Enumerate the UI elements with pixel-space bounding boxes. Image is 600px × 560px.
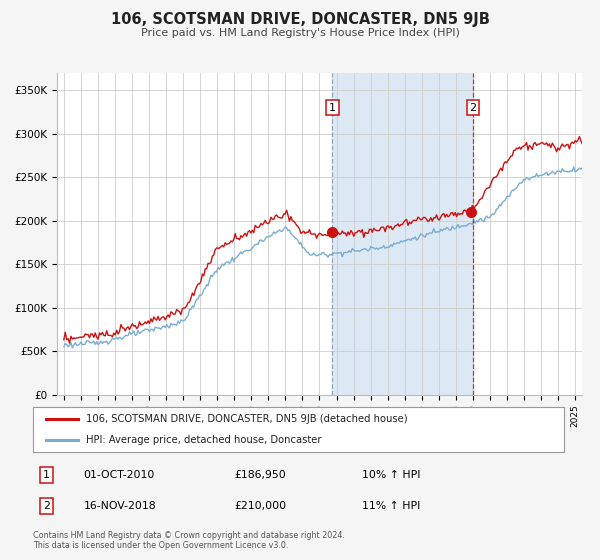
Text: 11% ↑ HPI: 11% ↑ HPI — [362, 501, 421, 511]
Text: 01-OCT-2010: 01-OCT-2010 — [83, 470, 155, 480]
Text: 1: 1 — [43, 470, 50, 480]
Text: 10% ↑ HPI: 10% ↑ HPI — [362, 470, 421, 480]
Text: 2: 2 — [43, 501, 50, 511]
Text: £210,000: £210,000 — [235, 501, 287, 511]
Text: 2: 2 — [469, 102, 476, 113]
Text: 106, SCOTSMAN DRIVE, DONCASTER, DN5 9JB: 106, SCOTSMAN DRIVE, DONCASTER, DN5 9JB — [110, 12, 490, 27]
Text: £186,950: £186,950 — [235, 470, 287, 480]
Text: Contains HM Land Registry data © Crown copyright and database right 2024.
This d: Contains HM Land Registry data © Crown c… — [33, 531, 345, 550]
Text: 16-NOV-2018: 16-NOV-2018 — [83, 501, 156, 511]
Text: 1: 1 — [329, 102, 336, 113]
Bar — [332, 73, 473, 395]
Text: HPI: Average price, detached house, Doncaster: HPI: Average price, detached house, Donc… — [86, 435, 322, 445]
Text: Price paid vs. HM Land Registry's House Price Index (HPI): Price paid vs. HM Land Registry's House … — [140, 28, 460, 38]
Text: 106, SCOTSMAN DRIVE, DONCASTER, DN5 9JB (detached house): 106, SCOTSMAN DRIVE, DONCASTER, DN5 9JB … — [86, 414, 408, 424]
